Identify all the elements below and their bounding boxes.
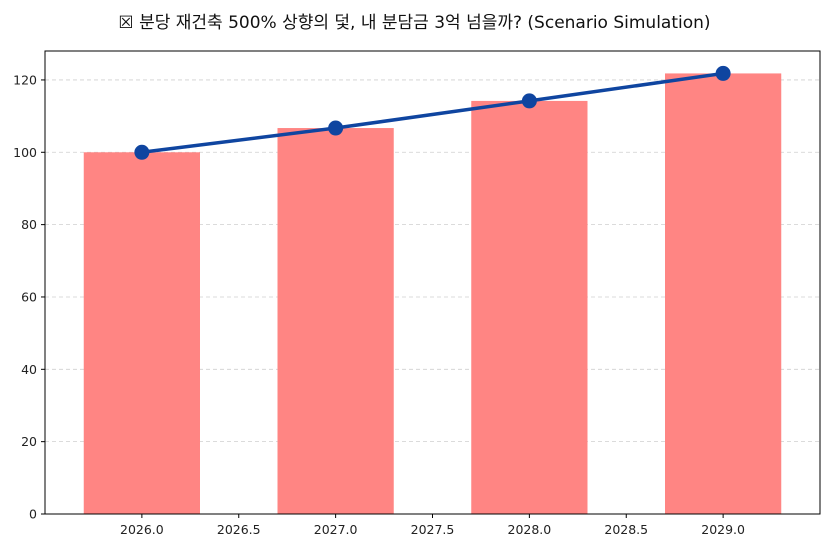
x-tick-label: 2026.5 <box>217 522 261 537</box>
bar-layer <box>83 73 782 515</box>
y-tick-label: 80 <box>21 217 37 232</box>
x-tick-label: 2029.0 <box>701 522 745 537</box>
x-tick-label: 2027.5 <box>411 522 455 537</box>
x-axis: 2026.0 2026.5 2027.0 2027.5 2028.0 2028.5 2029… <box>120 514 745 537</box>
y-tick-label: 60 <box>21 289 37 304</box>
y-tick-label: 120 <box>13 72 37 87</box>
x-tick-label: 2028.5 <box>604 522 648 537</box>
series-line <box>140 71 725 155</box>
x-tick-label: 2026.0 <box>120 522 164 537</box>
x-tick-label: 2027.0 <box>314 522 358 537</box>
y-tick-label: 20 <box>21 434 37 449</box>
y-tick-label: 0 <box>29 507 37 522</box>
y-tick-label: 40 <box>21 362 37 377</box>
bar <box>665 73 782 514</box>
bar <box>471 100 588 515</box>
chart-title: ☒ 분당 재건축 500% 상향의 덫, 내 분담금 3억 넘을까? (Scen… <box>118 13 711 33</box>
y-axis: 0 20 40 60 80 100 120 <box>13 72 45 522</box>
line-point <box>328 120 344 136</box>
bar <box>277 128 394 515</box>
line-point <box>134 144 150 160</box>
y-tick-label: 100 <box>13 145 37 160</box>
x-tick-label: 2028.0 <box>508 522 552 537</box>
line-layer <box>140 71 725 155</box>
line-point <box>521 93 537 109</box>
marker-layer <box>134 65 731 160</box>
line-point <box>715 65 731 81</box>
bar <box>83 152 200 514</box>
